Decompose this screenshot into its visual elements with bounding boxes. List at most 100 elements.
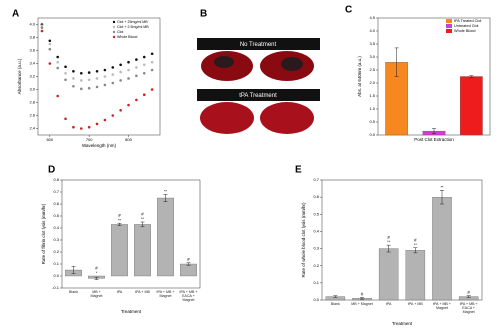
- x-tick-label: tPA + MB: [407, 302, 423, 306]
- x-tick-label: tPA + MB + EACA + Magnet: [459, 302, 478, 314]
- data-point: [119, 109, 122, 112]
- data-point: [64, 78, 67, 82]
- data-point: [95, 85, 99, 89]
- y-axis-label: Rate of fibrin clot lysis (mm/hr): [41, 203, 46, 264]
- clot-photo: [214, 56, 234, 68]
- x-axis-label: Treatment: [392, 321, 413, 326]
- data-point: [142, 55, 146, 59]
- data-point: [87, 86, 91, 90]
- panel-label: C: [345, 5, 352, 16]
- legend-marker: [112, 35, 116, 39]
- x-axis-label: Treatment: [121, 309, 142, 314]
- y-tick-label: 0.0: [369, 132, 375, 137]
- legend-marker: [112, 30, 116, 34]
- data-point: [142, 63, 146, 67]
- data-point: [72, 125, 75, 129]
- significance-mark: **: [440, 184, 444, 189]
- y-tick-label: 3.0: [369, 54, 375, 59]
- data-point: [111, 73, 115, 76]
- y-tick-label: 1.0: [369, 106, 375, 111]
- y-tick-label: 0.7: [313, 177, 319, 182]
- x-tick-label: tPA + MB + Magnet: [433, 302, 451, 310]
- x-tick-label: tPA: [116, 290, 123, 294]
- legend-label: tPA Treated Clot: [454, 19, 482, 23]
- data-point: [40, 29, 44, 33]
- data-point: [64, 65, 67, 69]
- y-tick-label: 0.0: [53, 273, 59, 278]
- y-tick-label: 0.2: [313, 263, 319, 268]
- clot-photo: [260, 102, 314, 134]
- y-tick-label: 4.5: [369, 15, 375, 20]
- data-point: [127, 68, 130, 72]
- legend-label: Clot + 2.5mg/ml MB: [117, 25, 149, 29]
- y-tick-label: 3.8: [29, 35, 35, 40]
- legend-marker: [112, 25, 116, 29]
- data-point: [127, 77, 130, 80]
- data-point: [111, 66, 115, 69]
- bar: [378, 248, 399, 301]
- y-tick-label: 3.4: [29, 61, 35, 66]
- data-point: [150, 60, 154, 64]
- legend-swatch: [446, 19, 452, 23]
- significance-mark: #: [467, 290, 470, 295]
- plot-frame: [37, 17, 161, 136]
- y-tick-label: 0.3: [313, 246, 319, 251]
- y-tick-label: 0.4: [313, 228, 319, 233]
- x-tick-label: tPA: [385, 302, 392, 306]
- data-point: [135, 58, 138, 61]
- x-tick-label: tPA + MB + EACA + Magnet: [179, 290, 198, 302]
- y-tick-label: 0.5: [313, 211, 319, 216]
- x-axis-label: Post Clot Extraction: [414, 137, 454, 142]
- x-tick-label: Blank: [69, 290, 78, 294]
- y-tick-label: 4.0: [29, 22, 35, 27]
- data-point: [48, 42, 52, 46]
- bar: [180, 263, 197, 277]
- data-point: [95, 70, 99, 73]
- data-point: [150, 52, 154, 56]
- y-tick-label: -0.1: [52, 285, 60, 290]
- bar: [459, 76, 483, 136]
- significance-mark: **: [141, 216, 145, 221]
- legend-label: Whole Blood: [454, 29, 476, 33]
- legend-label: Untreated Clot: [454, 24, 479, 28]
- significance-mark: #: [414, 237, 417, 242]
- y-axis-label: Absorbance (a.u.): [17, 58, 22, 94]
- x-axis-label: Wavelength (nm): [82, 143, 117, 148]
- y-tick-label: 3.6: [29, 48, 35, 53]
- y-tick-label: 0.1: [313, 280, 319, 285]
- data-point: [79, 127, 83, 130]
- significance-mark: **: [164, 188, 168, 193]
- data-point: [119, 79, 122, 82]
- x-tick-label: 700: [86, 137, 93, 142]
- clot-photo: [281, 57, 303, 71]
- y-tick-label: 3.2: [29, 74, 35, 79]
- y-tick-label: 2.4: [29, 126, 35, 131]
- x-tick-label: 600: [46, 137, 53, 142]
- significance-mark: **: [387, 239, 391, 244]
- x-tick-label: tPA + MB: [135, 290, 150, 294]
- x-tick-label: MB + Magnet: [351, 302, 373, 306]
- legend-label: Clot + 25mg/ml MB: [117, 20, 148, 24]
- bar: [111, 224, 128, 277]
- data-point: [150, 68, 154, 72]
- y-tick-label: 3.0: [29, 87, 35, 92]
- y-tick-label: 4.0: [369, 28, 375, 33]
- data-point: [87, 71, 91, 74]
- data-point: [103, 83, 107, 87]
- significance-mark: **: [414, 242, 418, 247]
- data-point: [64, 117, 67, 121]
- data-point: [79, 87, 83, 91]
- panel-label: B: [200, 9, 207, 20]
- legend-swatch: [446, 29, 452, 33]
- significance-mark: **: [118, 217, 122, 222]
- x-tick-label: Blank: [330, 302, 340, 306]
- data-point: [87, 125, 91, 129]
- data-point: [111, 81, 115, 85]
- data-point: [64, 71, 67, 75]
- significance-mark: #: [387, 235, 390, 240]
- data-point: [95, 122, 99, 126]
- y-tick-label: 0.8: [53, 177, 59, 182]
- data-point: [72, 70, 75, 73]
